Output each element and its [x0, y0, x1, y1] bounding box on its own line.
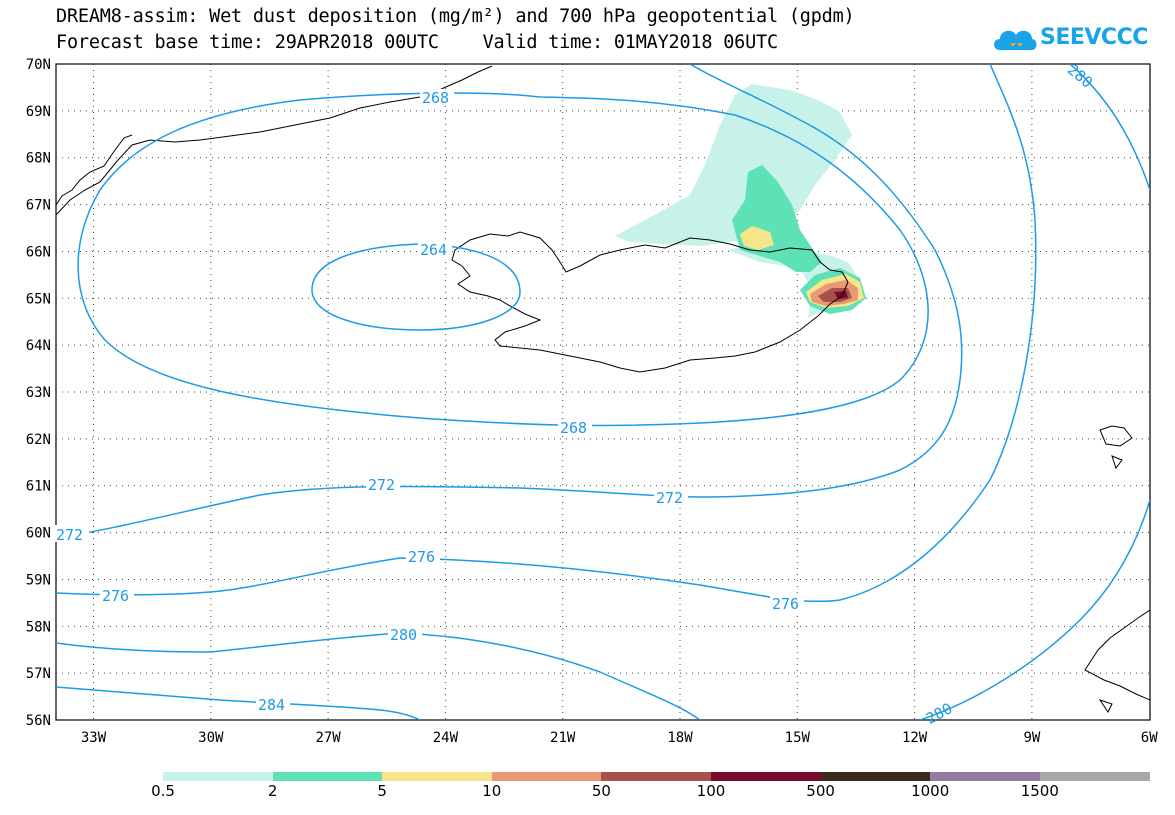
contour-label-276-west: 276	[102, 587, 129, 605]
latitude-tick-label: 61N	[26, 479, 51, 495]
latitude-labels: 70N 69N 68N 67N 66N 65N 64N 63N 62N 61N 60N 59N 58N 5…	[26, 57, 51, 729]
dust-band-5-10	[740, 226, 774, 250]
contour-label-272-east: 272	[656, 489, 683, 507]
contour-label-276-east: 276	[772, 595, 799, 613]
legend-label: 500	[806, 782, 835, 800]
legend-swatch	[930, 772, 1041, 781]
legend-swatch	[163, 772, 274, 781]
legend-swatch	[820, 772, 931, 781]
latitude-tick-label: 67N	[26, 198, 51, 214]
longitude-tick-label: 18W	[667, 730, 693, 746]
faroe-coast	[1099, 425, 1133, 470]
contour-264	[311, 243, 521, 331]
legend-label: 5	[377, 782, 387, 800]
longitude-tick-label: 15W	[785, 730, 811, 746]
legend-label: 1500	[1020, 782, 1059, 800]
latitude-tick-label: 60N	[26, 526, 51, 542]
coastlines	[56, 65, 1150, 713]
longitude-tick-label: 27W	[315, 730, 341, 746]
legend-swatch	[1039, 772, 1150, 781]
contour-label-280-center: 280	[390, 626, 417, 644]
seevccc-logo: SEEVCCC	[990, 22, 1166, 56]
iceland-coast	[451, 231, 849, 373]
scotland-coast	[1084, 609, 1150, 713]
contour-272	[56, 64, 963, 539]
longitude-tick-label: 33W	[81, 730, 107, 746]
map-title: DREAM8-assim: Wet dust deposition (mg/m²…	[56, 6, 855, 27]
longitude-tick-label: 24W	[433, 730, 459, 746]
latitude-tick-label: 68N	[26, 151, 51, 167]
contour-label-276-center: 276	[408, 548, 435, 566]
contour-label-268-north: 268	[422, 89, 449, 107]
latitude-tick-label: 66N	[26, 244, 51, 260]
contour-labels: 264 268 268 272 272 272 276 276 276 280 …	[55, 61, 1096, 728]
longitude-tick-label: 12W	[902, 730, 928, 746]
legend-swatch	[601, 772, 712, 781]
latitude-tick-label: 62N	[26, 432, 51, 448]
legend-label: 0.5	[151, 782, 175, 800]
legend-label: 10	[482, 782, 502, 800]
latitude-tick-label: 70N	[26, 57, 51, 73]
contour-label-272-west: 272	[56, 526, 83, 544]
legend-label: 2	[267, 782, 278, 800]
greenland-coast	[56, 65, 493, 216]
legend-label: 100	[696, 782, 726, 800]
latitude-tick-label: 59N	[26, 572, 51, 588]
legend-swatch	[272, 772, 383, 781]
longitude-tick-label: 30W	[198, 730, 224, 746]
latitude-tick-label: 65N	[26, 291, 51, 307]
dust-band-100-500	[834, 291, 848, 299]
contour-268-ring	[77, 92, 929, 427]
cloud-icon	[994, 30, 1037, 50]
logo-text: SEEVCCC	[1040, 25, 1148, 50]
dust-deposition-field	[615, 84, 866, 318]
latitude-tick-label: 63N	[26, 385, 51, 401]
contour-label-272-center: 272	[368, 476, 395, 494]
geopotential-contours	[56, 64, 1150, 720]
legend-label: 50	[591, 782, 611, 800]
longitude-tick-label: 21W	[550, 730, 576, 746]
latitude-tick-label: 57N	[26, 666, 51, 682]
dust-band-0.5-2	[615, 84, 852, 246]
latitude-tick-label: 56N	[26, 713, 51, 729]
latitude-tick-label: 58N	[26, 619, 51, 635]
legend-swatch	[711, 772, 822, 781]
map-subtitle: Forecast base time: 29APR2018 00UTC Vali…	[56, 32, 778, 53]
contour-label-284: 284	[258, 696, 285, 714]
legend-label: 1000	[911, 782, 950, 800]
contour-label-268-south: 268	[560, 419, 587, 437]
longitude-labels: 33W 30W 27W 24W 21W 18W 15W 12W 9W 6W	[81, 730, 1158, 746]
latitude-tick-label: 69N	[26, 104, 51, 120]
greenland-coast-west	[56, 134, 133, 206]
legend-swatch	[382, 772, 493, 781]
latitude-tick-label: 64N	[26, 338, 51, 354]
contour-280-south	[919, 499, 1150, 720]
contour-label-264: 264	[420, 241, 447, 259]
contour-280-north	[1069, 64, 1150, 191]
longitude-tick-label: 6W	[1141, 730, 1158, 746]
longitude-tick-label: 9W	[1023, 730, 1040, 746]
legend-swatch	[491, 772, 602, 781]
